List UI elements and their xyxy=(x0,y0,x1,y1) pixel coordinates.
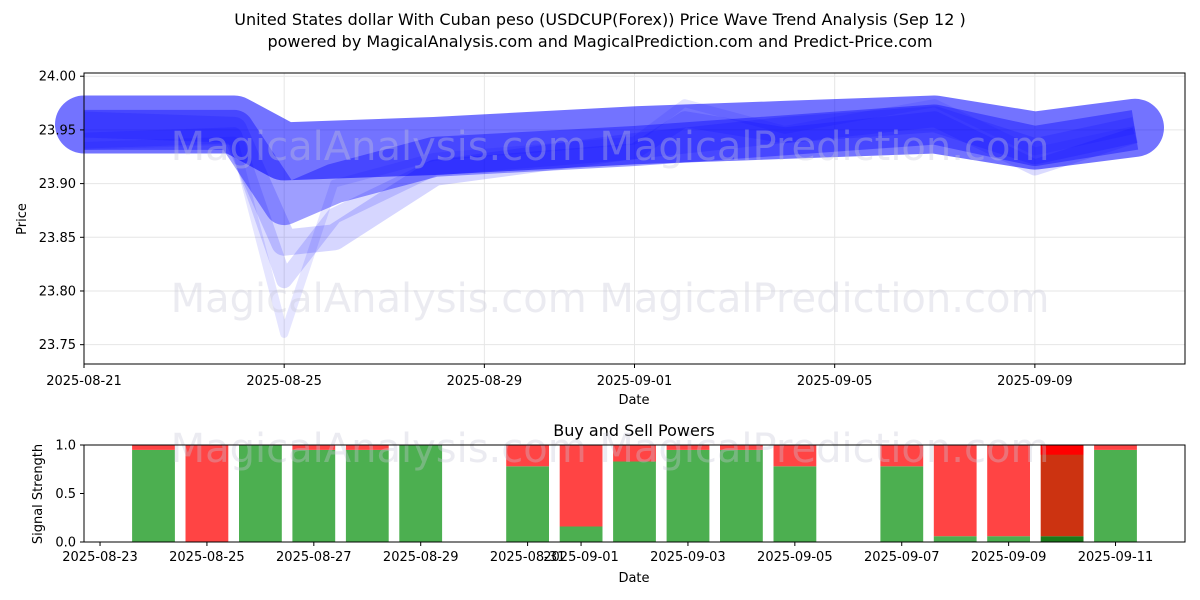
buy-power-bar xyxy=(506,466,549,542)
powers-x-tick-label: 2025-08-29 xyxy=(383,550,459,565)
powers-x-axis-label: Date xyxy=(618,571,649,586)
price-x-tick-label: 2025-09-05 xyxy=(797,374,873,389)
powers-bars xyxy=(132,445,1137,542)
powers-x-tick-label: 2025-08-25 xyxy=(169,550,245,565)
powers-chart-title: Buy and Sell Powers xyxy=(553,421,715,440)
buy-power-bar xyxy=(239,445,282,542)
price-wave-wave-band-d xyxy=(83,99,1136,338)
price-x-axis-label: Date xyxy=(618,393,649,408)
powers-x-tick-label: 2025-09-01 xyxy=(543,550,619,565)
price-wave-wave-band-a xyxy=(84,104,1139,226)
sell-power-bar xyxy=(720,445,763,450)
powers-x-tick-label: 2025-09-09 xyxy=(971,550,1047,565)
buy-power-bar xyxy=(559,526,603,542)
price-y-axis: 23.75 23.80 23.85 23.90 23.95 24.00 xyxy=(39,70,84,353)
sell-power-bar xyxy=(132,445,175,450)
powers-y-axis-label: Signal Strength xyxy=(31,444,46,544)
price-x-tick-label: 2025-09-09 xyxy=(997,374,1073,389)
sell-power-bar xyxy=(666,445,710,450)
powers-y-tick-label: 1.0 xyxy=(55,439,76,454)
powers-x-tick-label: 2025-09-07 xyxy=(864,550,940,565)
powers-x-axis: 2025-08-23 2025-08-25 2025-08-27 2025-08-29… xyxy=(62,542,1153,565)
sell-power-bar xyxy=(880,445,924,467)
price-y-axis-label: Price xyxy=(15,203,30,235)
sell-power-bar xyxy=(559,445,603,527)
powers-x-tick-label: 2025-08-31 xyxy=(490,550,566,565)
buy-power-bar xyxy=(1094,449,1137,542)
sell-power-bar xyxy=(773,445,817,467)
watermark-top-lower: MagicalAnalysis.com MagicalPrediction.co… xyxy=(171,276,1050,322)
powers-x-tick-label: 2025-09-05 xyxy=(757,550,833,565)
buy-power-bar xyxy=(613,461,656,542)
price-y-tick-label: 23.80 xyxy=(39,284,76,299)
powers-x-tick-label: 2025-08-23 xyxy=(62,550,138,565)
buy-power-bar xyxy=(292,449,336,542)
price-wave-wave-band-b xyxy=(83,106,1138,256)
price-wave-wave-center xyxy=(55,95,1164,181)
powers-y-tick-label: 0.5 xyxy=(55,487,76,502)
sell-power-bar-top xyxy=(1040,445,1084,455)
buy-power-bar xyxy=(1040,536,1084,542)
powers-x-tick-label: 2025-09-03 xyxy=(650,550,726,565)
price-x-tick-label: 2025-08-21 xyxy=(46,374,122,389)
chart-title-line1: United States dollar With Cuban peso (US… xyxy=(234,10,965,29)
powers-x-tick-label: 2025-08-27 xyxy=(276,550,352,565)
price-x-axis: 2025-08-21 2025-08-25 2025-08-29 2025-09-01… xyxy=(46,364,1073,389)
price-wave-bands xyxy=(55,95,1164,338)
sell-power-bar xyxy=(345,445,389,450)
price-x-tick-label: 2025-08-29 xyxy=(447,374,523,389)
buy-power-bar xyxy=(933,536,977,542)
watermark-top-upper: MagicalAnalysis.com MagicalPrediction.co… xyxy=(171,124,1050,170)
buy-power-bar xyxy=(880,466,924,542)
sell-power-bar xyxy=(987,445,1030,537)
buy-power-bar xyxy=(132,449,175,542)
sell-power-bar xyxy=(506,445,549,467)
price-y-tick-label: 23.95 xyxy=(39,123,76,138)
price-x-tick-label: 2025-08-25 xyxy=(246,374,322,389)
sell-power-bar xyxy=(933,445,977,537)
price-y-tick-label: 23.85 xyxy=(39,231,76,246)
price-y-tick-label: 23.75 xyxy=(39,338,76,353)
sell-power-bar xyxy=(613,445,656,462)
price-y-tick-label: 23.90 xyxy=(39,177,76,192)
chart-title-line2: powered by MagicalAnalysis.com and Magic… xyxy=(267,32,932,51)
buy-power-bar xyxy=(773,466,817,542)
sell-power-bar xyxy=(1094,445,1137,450)
sell-power-bar xyxy=(185,445,229,542)
price-y-tick-label: 24.00 xyxy=(39,70,76,85)
sell-power-bar xyxy=(1040,445,1084,537)
buy-power-bar xyxy=(345,449,389,542)
buy-power-bar xyxy=(987,536,1030,542)
price-x-tick-label: 2025-09-01 xyxy=(597,374,673,389)
powers-x-tick-label: 2025-09-11 xyxy=(1078,550,1154,565)
buy-power-bar xyxy=(720,449,763,542)
powers-y-axis: 0.0 0.5 1.0 xyxy=(55,439,84,551)
sell-power-bar xyxy=(292,445,336,450)
buy-power-bar xyxy=(666,449,710,542)
powers-y-tick-label: 0.0 xyxy=(55,536,76,551)
watermark-bottom: MagicalAnalysis.com MagicalPrediction.co… xyxy=(171,426,1050,472)
price-wave-wave-band-c xyxy=(83,111,1138,289)
buy-power-bar xyxy=(399,445,443,542)
